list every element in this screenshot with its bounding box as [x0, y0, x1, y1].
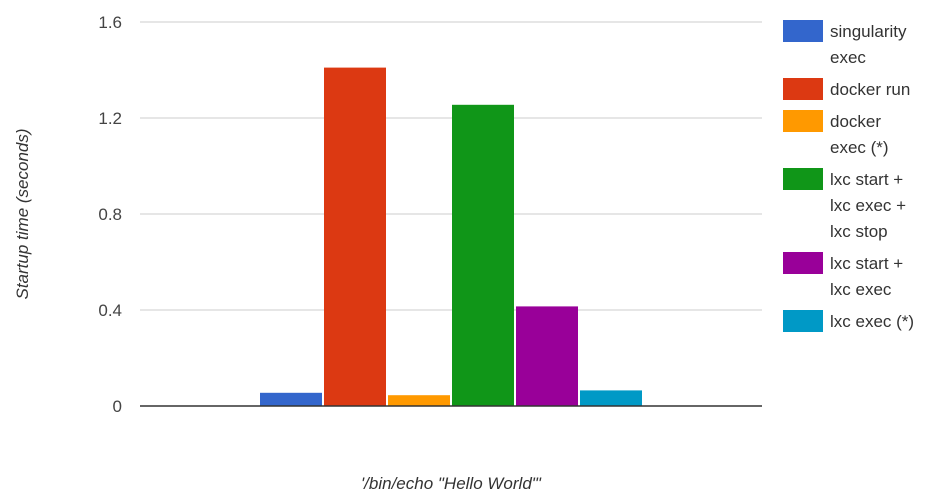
bar-2 — [324, 67, 386, 406]
legend-label: docker run — [830, 80, 910, 99]
legend-label: docker exec (*) — [830, 112, 889, 157]
bar-3 — [388, 395, 450, 406]
legend-swatch — [783, 20, 823, 42]
legend-label: lxc start + lxc exec + lxc stop — [830, 170, 906, 241]
bar-1 — [260, 392, 322, 406]
bar-4 — [452, 104, 514, 407]
gridlines — [140, 21, 762, 311]
legend-swatch — [783, 78, 823, 100]
y-axis-label: Startup time (seconds) — [13, 128, 32, 299]
legend-label: singularity exec — [830, 22, 907, 67]
legend: singularity exec docker run docker exec (*) l… — [783, 20, 914, 332]
bar-6 — [580, 390, 642, 406]
y-tick-label: 0 — [113, 397, 122, 416]
x-axis-label: '/bin/echo "Hello World"' — [361, 474, 542, 493]
legend-swatch — [783, 252, 823, 274]
legend-swatch — [783, 110, 823, 132]
bars — [260, 67, 642, 407]
y-tick-label: 1.2 — [98, 109, 122, 128]
legend-swatch — [783, 168, 823, 190]
y-axis-ticks: 0 0.4 0.8 1.2 1.6 — [98, 13, 122, 416]
legend-label: lxc start + lxc exec — [830, 254, 903, 299]
y-tick-label: 1.6 — [98, 13, 122, 32]
y-tick-label: 0.8 — [98, 205, 122, 224]
legend-label: lxc exec (*) — [830, 312, 914, 331]
bar-5 — [516, 306, 578, 406]
y-tick-label: 0.4 — [98, 301, 122, 320]
legend-swatch — [783, 310, 823, 332]
